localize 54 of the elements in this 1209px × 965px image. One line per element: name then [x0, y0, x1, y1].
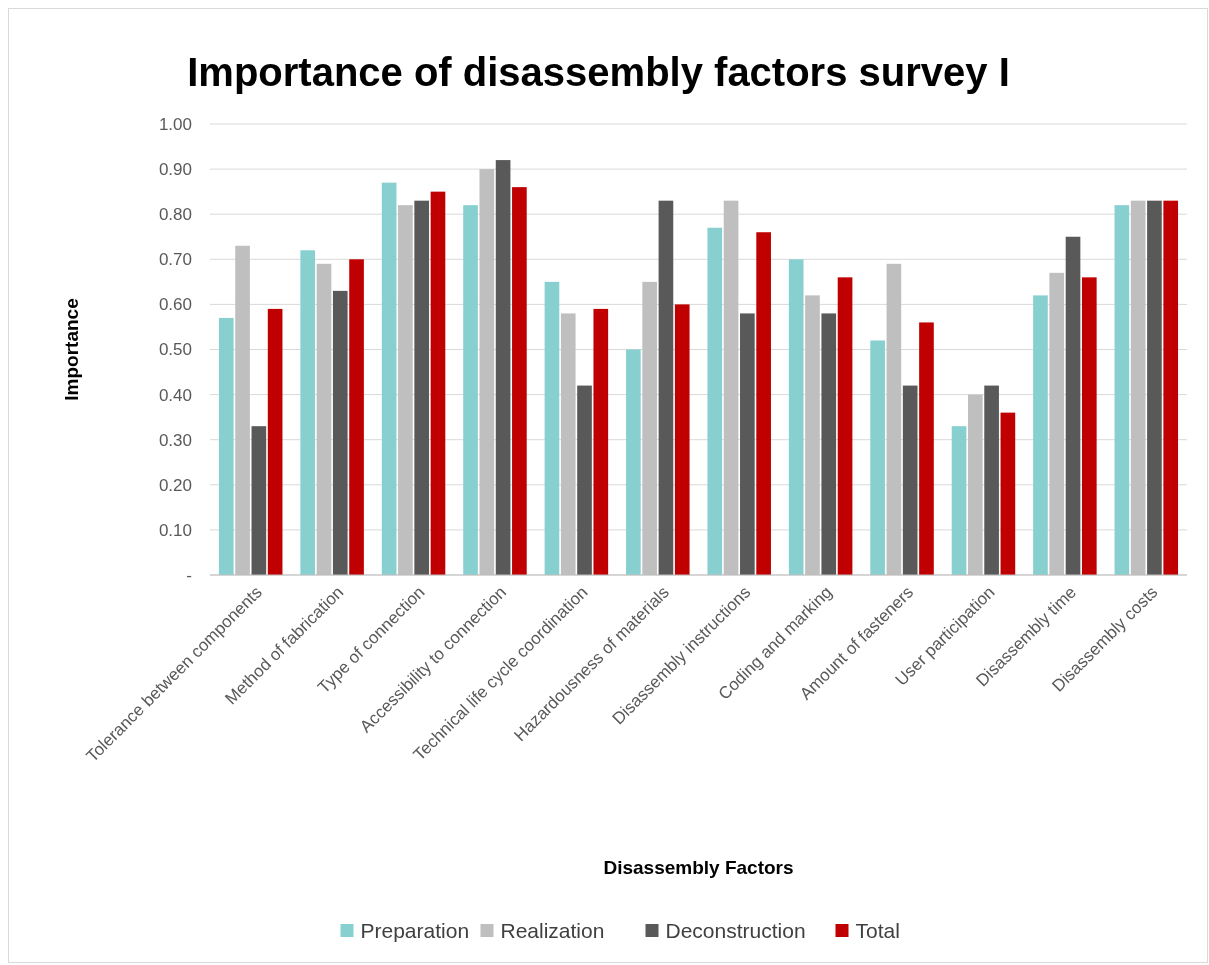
bar [870, 340, 885, 575]
bar [951, 426, 967, 575]
bar [577, 385, 592, 575]
y-tick-label: 1.00 [158, 114, 192, 134]
bar [218, 317, 234, 575]
bar [1000, 412, 1016, 575]
bar [1065, 236, 1081, 575]
legend-label: Deconstruction [665, 919, 806, 943]
x-axis-title: Disassembly Factors [603, 857, 794, 878]
bar [707, 227, 723, 575]
bar [267, 308, 283, 575]
bar [1114, 205, 1130, 575]
bar [381, 182, 397, 575]
bar [349, 259, 364, 575]
legend-label: Total [855, 919, 900, 943]
legend-label: Realization [500, 919, 605, 943]
bar [495, 160, 511, 575]
legend-label: Preparation [360, 919, 470, 943]
bar [626, 349, 641, 575]
bar [512, 187, 527, 575]
bar [674, 304, 690, 575]
y-tick-label: 0.10 [158, 520, 192, 540]
y-axis-title: Importance [61, 298, 82, 401]
y-tick-label: 0.50 [158, 340, 192, 360]
bar [463, 205, 478, 575]
y-tick-label: 0.70 [158, 250, 192, 270]
bar [658, 200, 674, 575]
bar [1147, 200, 1162, 575]
bar [593, 308, 609, 575]
bar [430, 191, 446, 575]
bar [1163, 200, 1179, 575]
bar [788, 259, 804, 575]
bar [544, 281, 560, 575]
bar [1033, 295, 1048, 575]
bar [414, 200, 430, 575]
bar [919, 322, 934, 575]
y-tick-label: - [186, 565, 192, 585]
bar [1081, 277, 1097, 575]
bar [902, 385, 918, 575]
bar [740, 313, 755, 575]
y-tick-label: 0.40 [158, 385, 192, 405]
y-tick-label: 0.30 [158, 430, 192, 450]
bar [332, 290, 348, 575]
bar [251, 426, 267, 575]
bar [837, 277, 853, 575]
bar [756, 232, 771, 575]
bar [984, 385, 999, 575]
y-tick-label: 0.60 [158, 295, 192, 315]
y-tick-label: 0.80 [158, 205, 192, 225]
bar [821, 313, 837, 575]
chart-title: Importance of disassembly factors survey I [187, 50, 1010, 94]
bar [300, 250, 316, 575]
y-tick-label: 0.20 [158, 475, 192, 495]
y-tick-label: 0.90 [158, 160, 192, 180]
